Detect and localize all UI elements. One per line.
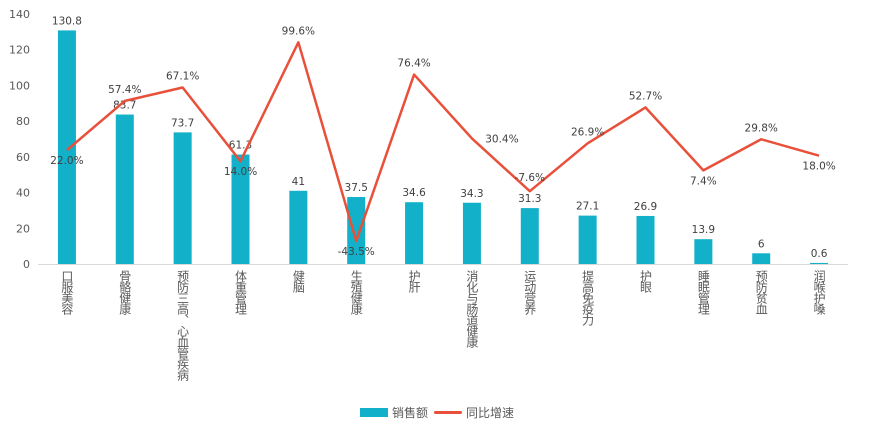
line-value-label: 76.4%: [397, 58, 430, 70]
x-tick-label: 预防三高、心血管疾病: [175, 270, 190, 380]
line-value-label: -43.5%: [338, 246, 375, 258]
y-tick-label: 120: [9, 44, 30, 57]
bar-value-label: 83.7: [113, 100, 136, 112]
x-tick-label: 护眼: [638, 270, 653, 292]
line-value-label: -7.6%: [515, 172, 545, 184]
line-value-label: 14.0%: [224, 166, 257, 178]
line-value-label: 99.6%: [282, 25, 315, 37]
legend-item-sales[interactable]: 销售额: [359, 404, 428, 421]
x-tick-label: 生殖健康: [349, 270, 364, 314]
x-tick-label: 消化与肠道健康: [464, 270, 479, 347]
bar: [810, 262, 829, 264]
legend-item-growth[interactable]: 同比增速: [434, 404, 514, 421]
x-tick-label: 骨骼健康: [117, 270, 132, 314]
y-tick-label: 20: [16, 222, 30, 235]
bar-value-label: 130.8: [52, 15, 82, 27]
y-tick-label: 100: [9, 79, 30, 92]
bar: [347, 197, 366, 264]
bar: [636, 215, 655, 264]
bar: [405, 202, 424, 264]
bar-value-label: 34.6: [402, 187, 426, 199]
legend-label: 同比增速: [466, 406, 515, 420]
y-tick-label: 60: [16, 151, 30, 164]
x-tick-label: 预防贫血: [754, 270, 769, 314]
legend-swatch-bar: [359, 408, 388, 417]
x-tick-label: 健脑: [291, 270, 306, 292]
bar-value-label: 73.7: [171, 117, 194, 129]
line-value-label: 26.9%: [571, 126, 604, 138]
y-tick-label: 80: [16, 115, 30, 128]
line-value-label: 29.8%: [745, 122, 778, 134]
bar: [173, 132, 192, 264]
bar: [289, 190, 308, 264]
bar: [520, 208, 539, 264]
bar-value-label: 41: [292, 176, 305, 188]
bar-value-label: 13.9: [692, 224, 715, 236]
x-tick-label: 睡眠管理: [696, 270, 711, 314]
bar: [231, 154, 250, 264]
line-value-label: 57.4%: [108, 84, 141, 96]
legend-swatch-line: [434, 411, 462, 414]
bar-value-label: 31.3: [518, 193, 541, 205]
growth-line: [66, 41, 820, 243]
bar-value-label: 34.3: [460, 188, 483, 200]
line-value-label: 22.0%: [50, 155, 83, 167]
y-tick-label: 40: [16, 187, 30, 200]
y-tick-label: 140: [9, 8, 30, 21]
line-value-label: 18.0%: [802, 161, 835, 173]
line-value-label: 30.4%: [485, 133, 518, 145]
line-value-label: 67.1%: [166, 70, 199, 82]
x-tick-label: 口服美容: [59, 270, 74, 314]
bar-value-label: 26.9: [634, 201, 657, 213]
bar: [578, 215, 597, 264]
x-tick-label: 提高免疫力: [580, 270, 595, 325]
y-tick-label: 0: [23, 258, 30, 271]
legend-label: 销售额: [391, 406, 428, 420]
bar: [462, 202, 481, 264]
bar: [752, 253, 771, 264]
bar: [57, 30, 76, 264]
bar-value-label: 6: [758, 238, 765, 250]
bar: [115, 114, 134, 265]
bar-value-label: 37.5: [345, 182, 368, 194]
x-tick-label: 运动营养: [522, 270, 537, 314]
bar: [694, 239, 713, 264]
line-value-label: 7.4%: [690, 175, 717, 187]
bar-value-label: 27.1: [576, 201, 599, 213]
legend: 销售额 同比增速: [0, 404, 874, 421]
bar-value-label: 0.6: [811, 248, 828, 260]
line-value-label: 52.7%: [629, 90, 662, 102]
x-tick-label: 护肝: [407, 270, 422, 292]
x-tick-label: 体重管理: [233, 270, 248, 314]
x-tick-label: 润喉护嗓: [812, 270, 827, 314]
